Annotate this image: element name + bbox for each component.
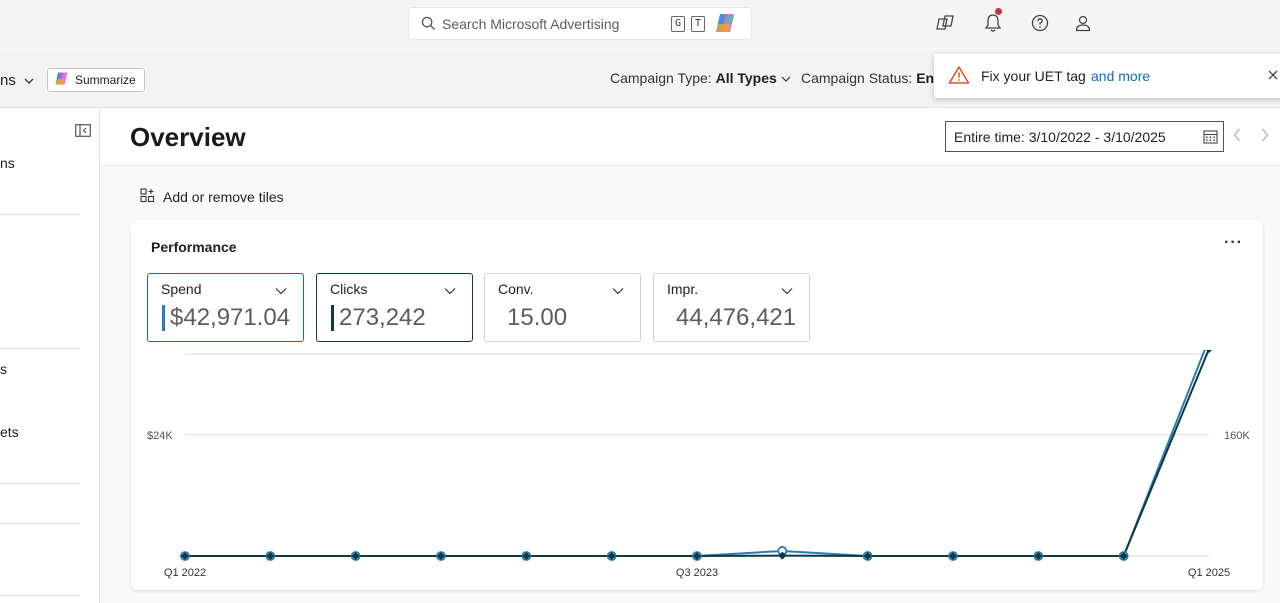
and-more-link[interactable]: and more [1091, 68, 1151, 84]
metric-tile-spend[interactable]: Spend $42,971.04 [147, 273, 304, 342]
uet-tag-notification: Fix your UET tag and more [934, 54, 1280, 98]
campaign-status-filter[interactable]: Campaign Status: Enal [801, 70, 946, 86]
campaign-type-filter[interactable]: Campaign Type: All Types [610, 70, 791, 86]
main-content: Overview Entire time: 3/10/2022 - 3/10/2… [100, 108, 1280, 603]
chevron-down-icon[interactable] [612, 282, 624, 300]
tips-icon[interactable] [935, 12, 957, 34]
page-header: Overview Entire time: 3/10/2022 - 3/10/2… [100, 108, 1280, 166]
data-point-clicks [351, 552, 360, 560]
tiles-icon [140, 188, 155, 206]
performance-chart: $24K 160K Q1 2022 Q3 2023 Q1 2025 [147, 350, 1250, 579]
data-point-clicks [778, 551, 787, 560]
sidebar-item-2[interactable]: s [0, 361, 7, 377]
filter-bar: ns Summarize Campaign Type: All Types Ca… [0, 50, 1280, 108]
previous-period-icon[interactable] [1233, 128, 1241, 147]
next-period-icon[interactable] [1261, 128, 1269, 147]
sidebar: ns s ets [0, 108, 100, 603]
shortcut-key-t: T [691, 16, 705, 32]
series-color-indicator [331, 305, 334, 331]
x-axis-tick-label: Q3 2023 [676, 567, 718, 579]
x-axis-tick-label: Q1 2025 [1188, 567, 1230, 579]
data-point-clicks [949, 552, 957, 560]
metric-value: $42,971.04 [170, 304, 291, 331]
date-range-value: Entire time: 3/10/2022 - 3/10/2025 [954, 129, 1166, 145]
views-label: ns [0, 72, 16, 89]
data-point-clicks [607, 552, 616, 560]
campaign-status-label: Campaign Status: [801, 70, 913, 86]
chevron-down-icon [781, 70, 791, 86]
notification-dot [995, 8, 1002, 15]
search-input[interactable]: Search Microsoft Advertising [442, 16, 620, 32]
sidebar-divider [0, 214, 80, 215]
add-remove-tiles-button[interactable]: Add or remove tiles [140, 188, 284, 206]
more-options-icon[interactable]: ··· [1224, 234, 1243, 251]
metric-tile-clicks[interactable]: Clicks 273,242 [316, 273, 473, 342]
data-point-clicks [1119, 552, 1128, 560]
data-point-clicks [181, 552, 189, 560]
sidebar-divider [0, 483, 80, 484]
metric-label: Impr. [667, 281, 699, 297]
data-point-clicks [522, 552, 531, 560]
data-point-clicks [863, 552, 872, 560]
sidebar-item-1[interactable]: ns [0, 155, 15, 171]
sidebar-divider [0, 348, 80, 349]
chevron-down-icon[interactable] [275, 282, 287, 300]
data-point-clicks [266, 552, 275, 560]
y-axis-right-tick: 160K [1224, 430, 1250, 442]
chevron-down-icon[interactable] [781, 282, 793, 300]
sidebar-divider [0, 523, 80, 524]
collapse-sidebar-icon[interactable] [75, 124, 91, 137]
chevron-down-icon [24, 72, 34, 89]
views-dropdown[interactable]: ns [0, 72, 34, 89]
data-point-clicks [1034, 552, 1043, 560]
copilot-icon[interactable] [714, 12, 738, 34]
campaign-type-value: All Types [715, 70, 777, 86]
series-line-clicks [185, 350, 1210, 557]
metric-label: Spend [161, 281, 202, 297]
search-icon [421, 16, 436, 36]
top-bar: Search Microsoft Advertising G T [0, 0, 1280, 50]
sidebar-item-3[interactable]: ets [0, 424, 19, 440]
date-range-picker[interactable]: Entire time: 3/10/2022 - 3/10/2025 [945, 121, 1224, 152]
chevron-down-icon[interactable] [444, 282, 456, 300]
shortcut-key-g: G [671, 16, 685, 32]
performance-card: Performance ··· Spend $42,971.04 Clicks … [131, 220, 1263, 590]
search-box[interactable]: Search Microsoft Advertising G T [408, 7, 752, 40]
data-point-clicks [693, 552, 701, 560]
metric-value: 15.00 [507, 304, 568, 331]
help-icon[interactable] [1029, 12, 1051, 34]
metric-label: Conv. [498, 281, 534, 297]
summarize-label: Summarize [75, 73, 136, 87]
summarize-button[interactable]: Summarize [47, 68, 145, 92]
series-color-indicator [162, 305, 165, 331]
metric-tile-impressions[interactable]: Impr. 44,476,421 [653, 273, 810, 342]
campaign-type-label: Campaign Type: [610, 70, 712, 86]
notification-message: Fix your UET tag [981, 68, 1086, 84]
metric-value: 44,476,421 [676, 304, 797, 331]
data-point-clicks [437, 552, 445, 560]
close-icon[interactable] [1267, 68, 1279, 84]
page-title: Overview [130, 122, 246, 152]
account-icon[interactable] [1072, 12, 1094, 34]
bell-icon[interactable] [982, 12, 1004, 34]
y-axis-left-tick: $24K [147, 430, 173, 442]
metric-tile-conversions[interactable]: Conv. 15.00 [484, 273, 641, 342]
warning-icon [948, 65, 970, 90]
series-line-spend [185, 350, 1206, 557]
sidebar-divider [0, 595, 80, 596]
x-axis-tick-label: Q1 2022 [164, 567, 206, 579]
copilot-icon [54, 71, 70, 89]
calendar-icon [1203, 129, 1218, 147]
data-point-clicks [1205, 350, 1213, 354]
add-remove-tiles-label: Add or remove tiles [163, 189, 284, 205]
performance-title: Performance [151, 239, 237, 255]
metric-value: 273,242 [339, 304, 426, 331]
metric-label: Clicks [330, 281, 368, 297]
